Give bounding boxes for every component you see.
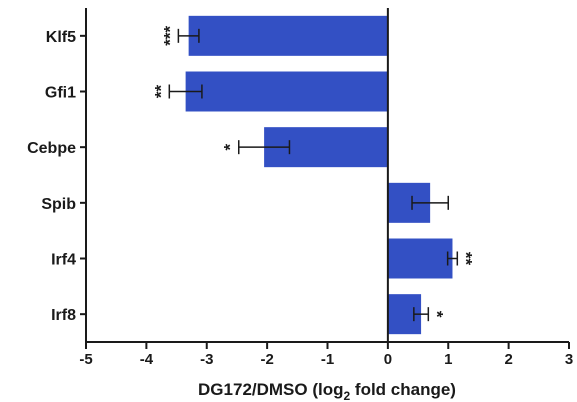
- category-label-spib: Spib: [41, 196, 76, 213]
- bars-layer: [185, 15, 453, 335]
- x-axis-title: DG172/DMSO (log2 fold change): [198, 380, 456, 402]
- error-bars-layer: [168, 28, 459, 322]
- significance-label-irf8: *: [427, 311, 446, 318]
- category-label-irf8: Irf8: [51, 307, 76, 324]
- bar-irf4: [387, 238, 453, 279]
- x-tick-label--2: -2: [260, 351, 273, 368]
- significance-label-cebpe: *: [221, 143, 240, 150]
- x-tick-label--3: -3: [200, 351, 213, 368]
- bar-gfi1: [185, 71, 388, 112]
- category-label-klf5: Klf5: [46, 29, 76, 46]
- category-label-irf4: Irf4: [51, 252, 76, 269]
- x-tick-label-3: 3: [565, 351, 573, 368]
- x-tick-label--1: -1: [321, 351, 334, 368]
- axes-layer: [80, 8, 570, 349]
- labels-layer: Klf5 *** Gfi1 ** Cebpe * Spib Irf4 ** Irf8 * -5 -4 -3…: [27, 26, 573, 368]
- x-tick-label-0: 0: [384, 351, 392, 368]
- significance-label-gfi1: **: [151, 85, 170, 99]
- significance-label-klf5: ***: [160, 26, 179, 46]
- x-tick-label-2: 2: [504, 351, 512, 368]
- bar-klf5: [188, 15, 388, 56]
- significance-label-irf4: **: [456, 252, 475, 266]
- x-tick-label--5: -5: [79, 351, 92, 368]
- category-label-gfi1: Gfi1: [45, 85, 76, 102]
- x-tick-label--4: -4: [140, 351, 154, 368]
- category-label-cebpe: Cebpe: [27, 140, 76, 157]
- x-tick-label-1: 1: [444, 351, 452, 368]
